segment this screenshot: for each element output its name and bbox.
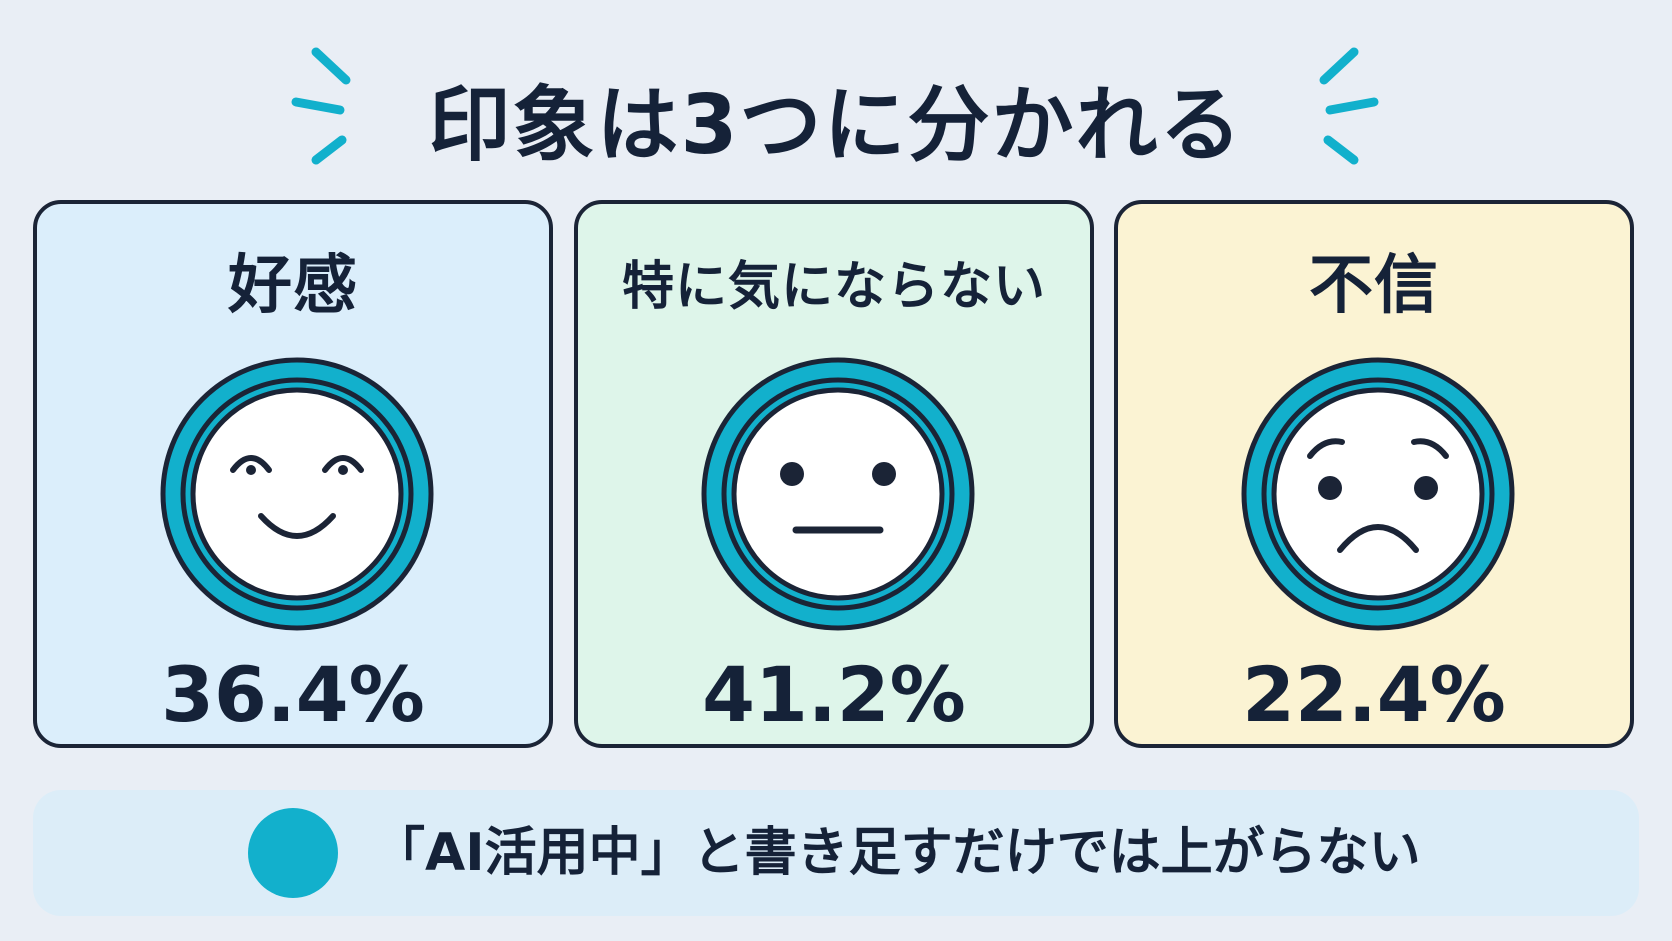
- bullet-dot-icon: [248, 808, 338, 898]
- smiling-face-icon: [160, 357, 434, 631]
- emphasis-burst-icon: [291, 47, 351, 165]
- header: 印象は3つに分かれる: [0, 40, 1672, 173]
- percentage-value: 41.2%: [702, 650, 966, 739]
- page-title: 印象は3つに分かれる: [428, 78, 1244, 173]
- emphasis-burst-icon: [1319, 47, 1379, 165]
- impression-card-distrust: 不信 22.4%: [1114, 200, 1634, 748]
- footer-note: 「AI活用中」と書き足すだけでは上がらない: [33, 790, 1639, 916]
- percentage-value: 36.4%: [161, 650, 425, 739]
- impression-card-favorable: 好感 36.4%: [33, 200, 553, 748]
- neutral-face-icon: [701, 357, 975, 631]
- footer-text: 「AI活用中」と書き足すだけでは上がらない: [373, 823, 1421, 883]
- percentage-value: 22.4%: [1242, 650, 1506, 739]
- card-label: 特に気にならない: [621, 257, 1046, 317]
- card-label: 好感: [228, 249, 358, 323]
- worried-face-icon: [1241, 357, 1515, 631]
- impression-card-neutral: 特に気にならない 41.2%: [574, 200, 1094, 748]
- card-label: 不信: [1309, 249, 1439, 323]
